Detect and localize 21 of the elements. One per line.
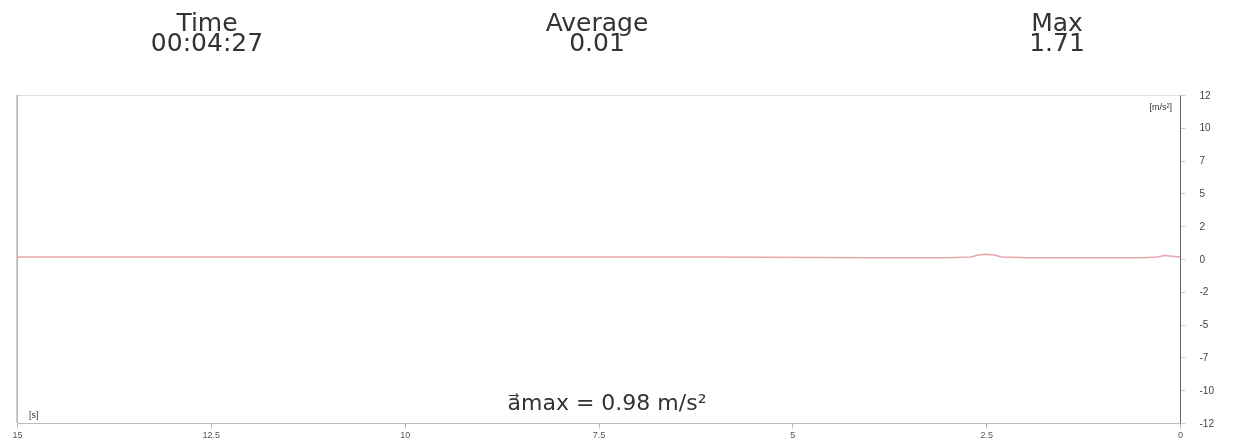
y-tick-label: 10 [1199,122,1212,134]
x-tick-label: 15 [12,429,23,440]
x-tick-label: 2.5 [980,429,993,440]
y-axis-title: [m/s²] [1149,102,1172,112]
x-axis-title: [s] [29,410,39,420]
y-tick-label: 2 [1199,220,1206,232]
x-tick-label: 0 [1177,429,1184,440]
y-tick-label: -10 [1199,384,1215,396]
y-tick-label: 12 [1199,89,1212,101]
annotation: a⃗max = 0.98 m/s² [507,390,707,415]
y-tick-label: -2 [1199,286,1209,298]
y-tick-label: -5 [1199,319,1209,331]
y-tick-label: -7 [1199,351,1209,363]
y-tick-label: 0 [1199,253,1206,265]
y-tick-label: -12 [1199,417,1215,429]
x-tick-label: 7.5 [592,429,606,440]
x-tick-label: 12.5 [202,429,221,440]
y-tick-label: 7 [1199,155,1206,167]
x-tick-label: 10 [400,429,411,440]
x-tick-label: 5 [790,429,796,440]
y-tick-label: 5 [1199,187,1206,199]
